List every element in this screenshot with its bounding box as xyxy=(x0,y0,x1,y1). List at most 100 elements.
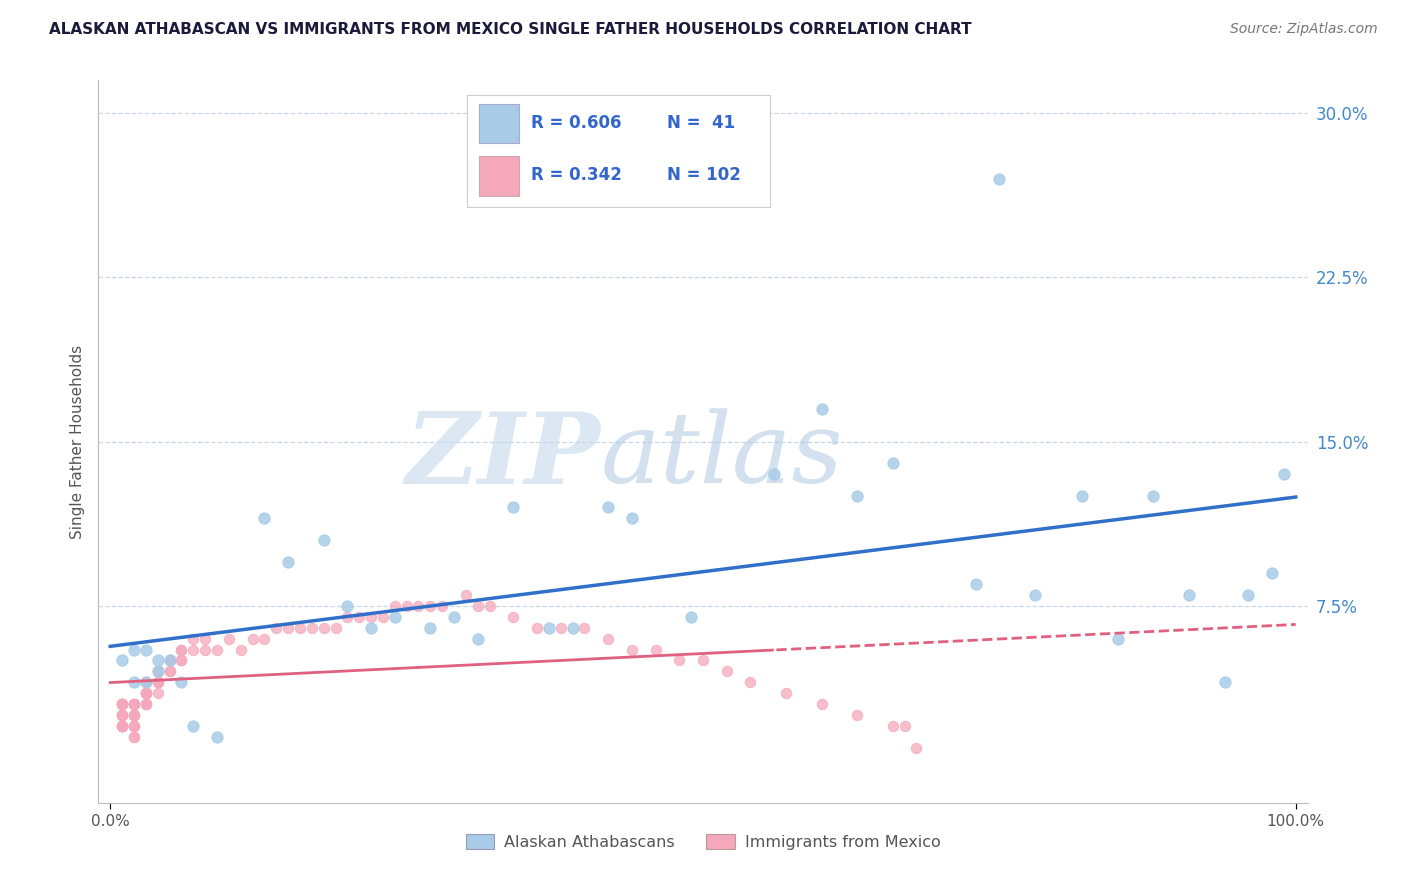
Point xyxy=(1237,588,1260,602)
Point xyxy=(1272,467,1295,482)
Point xyxy=(111,719,134,733)
Point xyxy=(146,665,169,679)
Point xyxy=(502,500,524,515)
Point xyxy=(205,642,228,657)
Point xyxy=(135,686,157,700)
Point xyxy=(122,698,145,712)
Point xyxy=(740,675,762,690)
Point xyxy=(716,665,738,679)
Point xyxy=(135,686,157,700)
Point xyxy=(111,698,134,712)
Point xyxy=(301,621,323,635)
Point xyxy=(1107,632,1129,646)
Point xyxy=(336,609,359,624)
Point xyxy=(111,708,134,723)
Point xyxy=(111,719,134,733)
Point xyxy=(111,698,134,712)
Point xyxy=(146,675,169,690)
Point xyxy=(253,511,276,525)
Point xyxy=(432,599,454,613)
Point xyxy=(181,642,204,657)
Point xyxy=(395,599,418,613)
Point xyxy=(135,675,157,690)
Point xyxy=(1071,489,1094,503)
Point xyxy=(620,642,643,657)
Point xyxy=(692,653,714,667)
Text: Source: ZipAtlas.com: Source: ZipAtlas.com xyxy=(1230,22,1378,37)
Point xyxy=(135,675,157,690)
Point xyxy=(111,698,134,712)
Point xyxy=(419,599,441,613)
Point xyxy=(905,741,928,756)
Point xyxy=(194,632,217,646)
Point xyxy=(264,621,287,635)
Point xyxy=(443,609,465,624)
Point xyxy=(170,675,193,690)
Point xyxy=(122,698,145,712)
Point xyxy=(122,719,145,733)
Point xyxy=(218,632,240,646)
Point xyxy=(1142,489,1164,503)
Point xyxy=(122,708,145,723)
Text: atlas: atlas xyxy=(600,409,844,504)
Point xyxy=(146,675,169,690)
Point xyxy=(325,621,347,635)
Point xyxy=(277,555,299,569)
Point xyxy=(988,171,1011,186)
Point xyxy=(775,686,797,700)
Point xyxy=(467,632,489,646)
Point xyxy=(846,489,869,503)
Point xyxy=(135,686,157,700)
Point xyxy=(159,653,181,667)
Point xyxy=(122,730,145,744)
Point xyxy=(159,653,181,667)
Point xyxy=(312,533,335,547)
Text: ZIP: ZIP xyxy=(405,408,600,504)
Point xyxy=(146,665,169,679)
Point xyxy=(181,632,204,646)
Point xyxy=(159,653,181,667)
Point xyxy=(502,609,524,624)
Point xyxy=(146,653,169,667)
Point xyxy=(135,675,157,690)
Point xyxy=(277,621,299,635)
Point xyxy=(122,698,145,712)
Point xyxy=(1261,566,1284,580)
Point xyxy=(336,599,359,613)
Point xyxy=(1178,588,1201,602)
Point xyxy=(111,719,134,733)
Point xyxy=(644,642,666,657)
Point xyxy=(763,467,786,482)
Point xyxy=(574,621,596,635)
Point xyxy=(467,599,489,613)
Point xyxy=(122,698,145,712)
Point xyxy=(159,665,181,679)
Point xyxy=(122,708,145,723)
Point xyxy=(810,698,832,712)
Point xyxy=(111,698,134,712)
Point xyxy=(170,642,193,657)
Point xyxy=(122,675,145,690)
Point xyxy=(242,632,264,646)
Point xyxy=(170,653,193,667)
Point xyxy=(419,621,441,635)
Point xyxy=(111,698,134,712)
Point xyxy=(146,665,169,679)
Point xyxy=(371,609,394,624)
Point xyxy=(181,719,204,733)
Point xyxy=(526,621,548,635)
Point xyxy=(170,642,193,657)
Point xyxy=(170,653,193,667)
Point xyxy=(159,653,181,667)
Point xyxy=(122,730,145,744)
Point xyxy=(598,500,620,515)
Point xyxy=(135,642,157,657)
Point xyxy=(454,588,477,602)
Point xyxy=(159,665,181,679)
Point xyxy=(111,719,134,733)
Y-axis label: Single Father Households: Single Father Households xyxy=(69,344,84,539)
Point xyxy=(111,708,134,723)
Point xyxy=(668,653,690,667)
Point xyxy=(882,457,904,471)
Point xyxy=(122,719,145,733)
